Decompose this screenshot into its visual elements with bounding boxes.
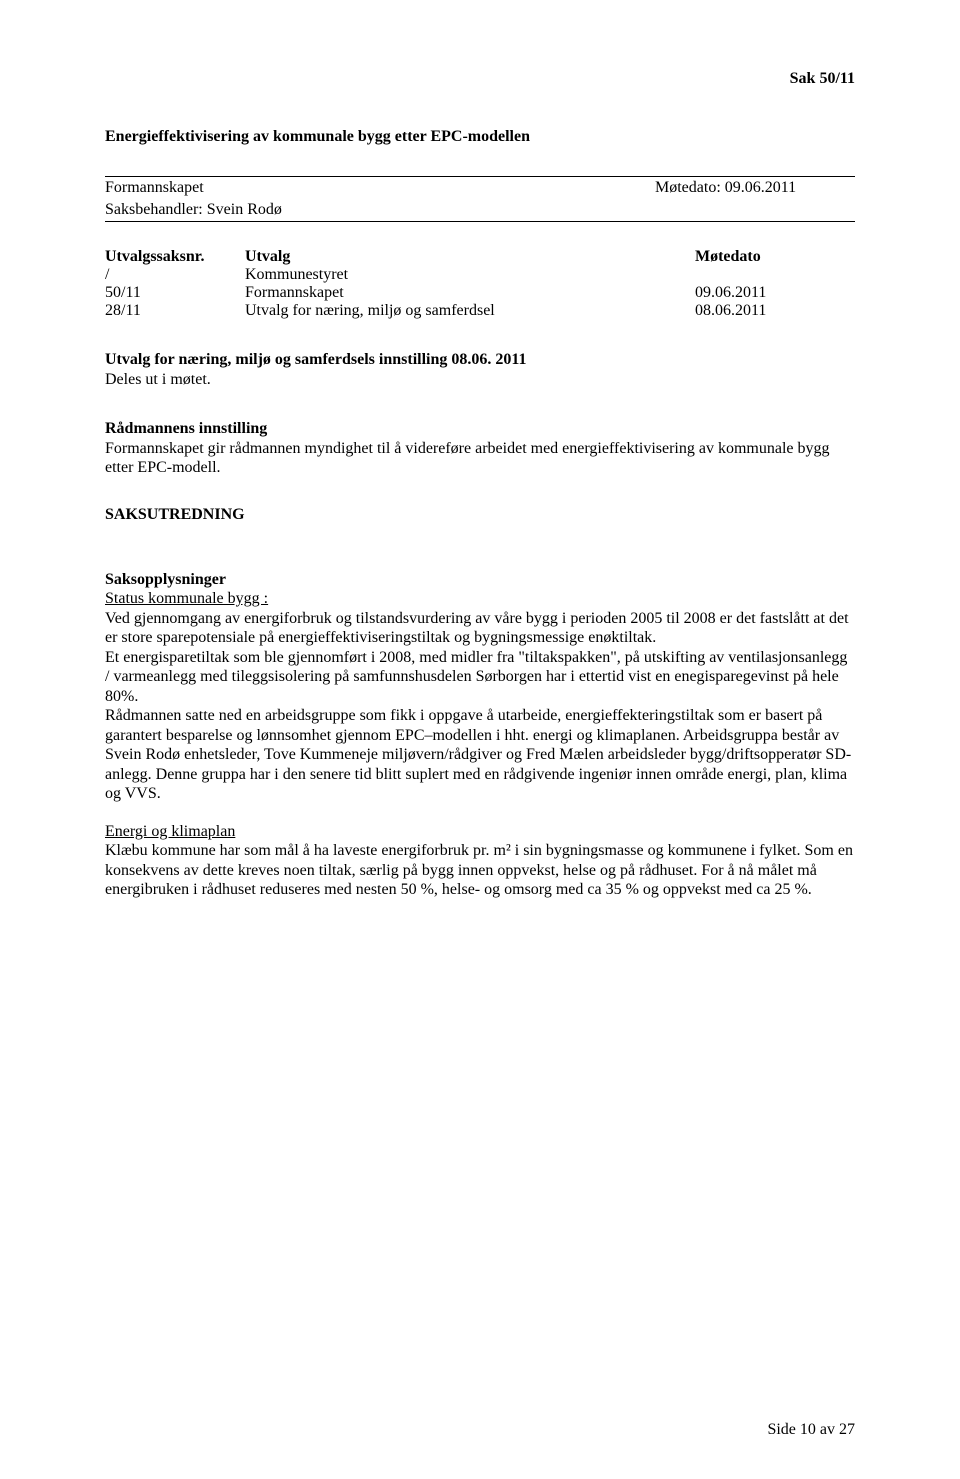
table-row: / Kommunestyret — [105, 266, 855, 284]
page-footer: Side 10 av 27 — [767, 1421, 855, 1439]
table-row: 50/11 Formannskapet 09.06.2011 — [105, 284, 855, 302]
document-title: Energieffektivisering av kommunale bygg … — [105, 128, 855, 146]
document-page: Sak 50/11 Energieffektivisering av kommu… — [0, 0, 960, 1479]
divider — [105, 221, 855, 222]
table-cell: 28/11 — [105, 302, 245, 320]
table-cell: 50/11 — [105, 284, 245, 302]
innstilling-line: Deles ut i møtet. — [105, 370, 855, 390]
table-header-col2: Utvalg — [245, 248, 695, 266]
energi-heading: Energi og klimaplan — [105, 822, 855, 842]
empty — [655, 201, 855, 219]
meeting-info-row-1: Formannskapet Møtedato: 09.06.2011 — [105, 177, 855, 199]
table-header-col3: Møtedato — [695, 248, 855, 266]
case-table: Utvalgssaksnr. Utvalg Møtedato / Kommune… — [105, 248, 855, 320]
table-header-row: Utvalgssaksnr. Utvalg Møtedato — [105, 248, 855, 266]
saksopplysninger-para1: Ved gjennomgang av energiforbruk og tils… — [105, 609, 855, 648]
radmannens-heading: Rådmannens innstilling — [105, 419, 855, 439]
table-cell: 08.06.2011 — [695, 302, 855, 320]
saksopplysninger-heading: Saksopplysninger — [105, 570, 855, 590]
table-cell: Utvalg for næring, miljø og samferdsel — [245, 302, 695, 320]
case-number: Sak 50/11 — [105, 70, 855, 88]
table-cell: Kommunestyret — [245, 266, 695, 284]
status-kommunale-label: Status kommunale bygg : — [105, 589, 855, 609]
case-handler: Saksbehandler: Svein Rodø — [105, 201, 655, 219]
energi-para: Klæbu kommune har som mål å ha laveste e… — [105, 841, 855, 900]
table-cell: Formannskapet — [245, 284, 695, 302]
meeting-info-row-2: Saksbehandler: Svein Rodø — [105, 199, 855, 221]
meeting-body: Formannskapet — [105, 179, 655, 197]
innstilling-heading: Utvalg for næring, miljø og samferdsels … — [105, 350, 855, 370]
table-cell: / — [105, 266, 245, 284]
radmannens-text: Formannskapet gir rådmannen myndighet ti… — [105, 439, 855, 478]
saksopplysninger-para2: Et energisparetiltak som ble gjennomført… — [105, 648, 855, 707]
meeting-date: Møtedato: 09.06.2011 — [655, 179, 855, 197]
table-cell: 09.06.2011 — [695, 284, 855, 302]
table-row: 28/11 Utvalg for næring, miljø og samfer… — [105, 302, 855, 320]
saksopplysninger-para3: Rådmannen satte ned en arbeidsgruppe som… — [105, 706, 855, 804]
saksutredning-label: SAKSUTREDNING — [105, 506, 855, 524]
table-header-col1: Utvalgssaksnr. — [105, 248, 245, 266]
table-cell — [695, 266, 855, 284]
